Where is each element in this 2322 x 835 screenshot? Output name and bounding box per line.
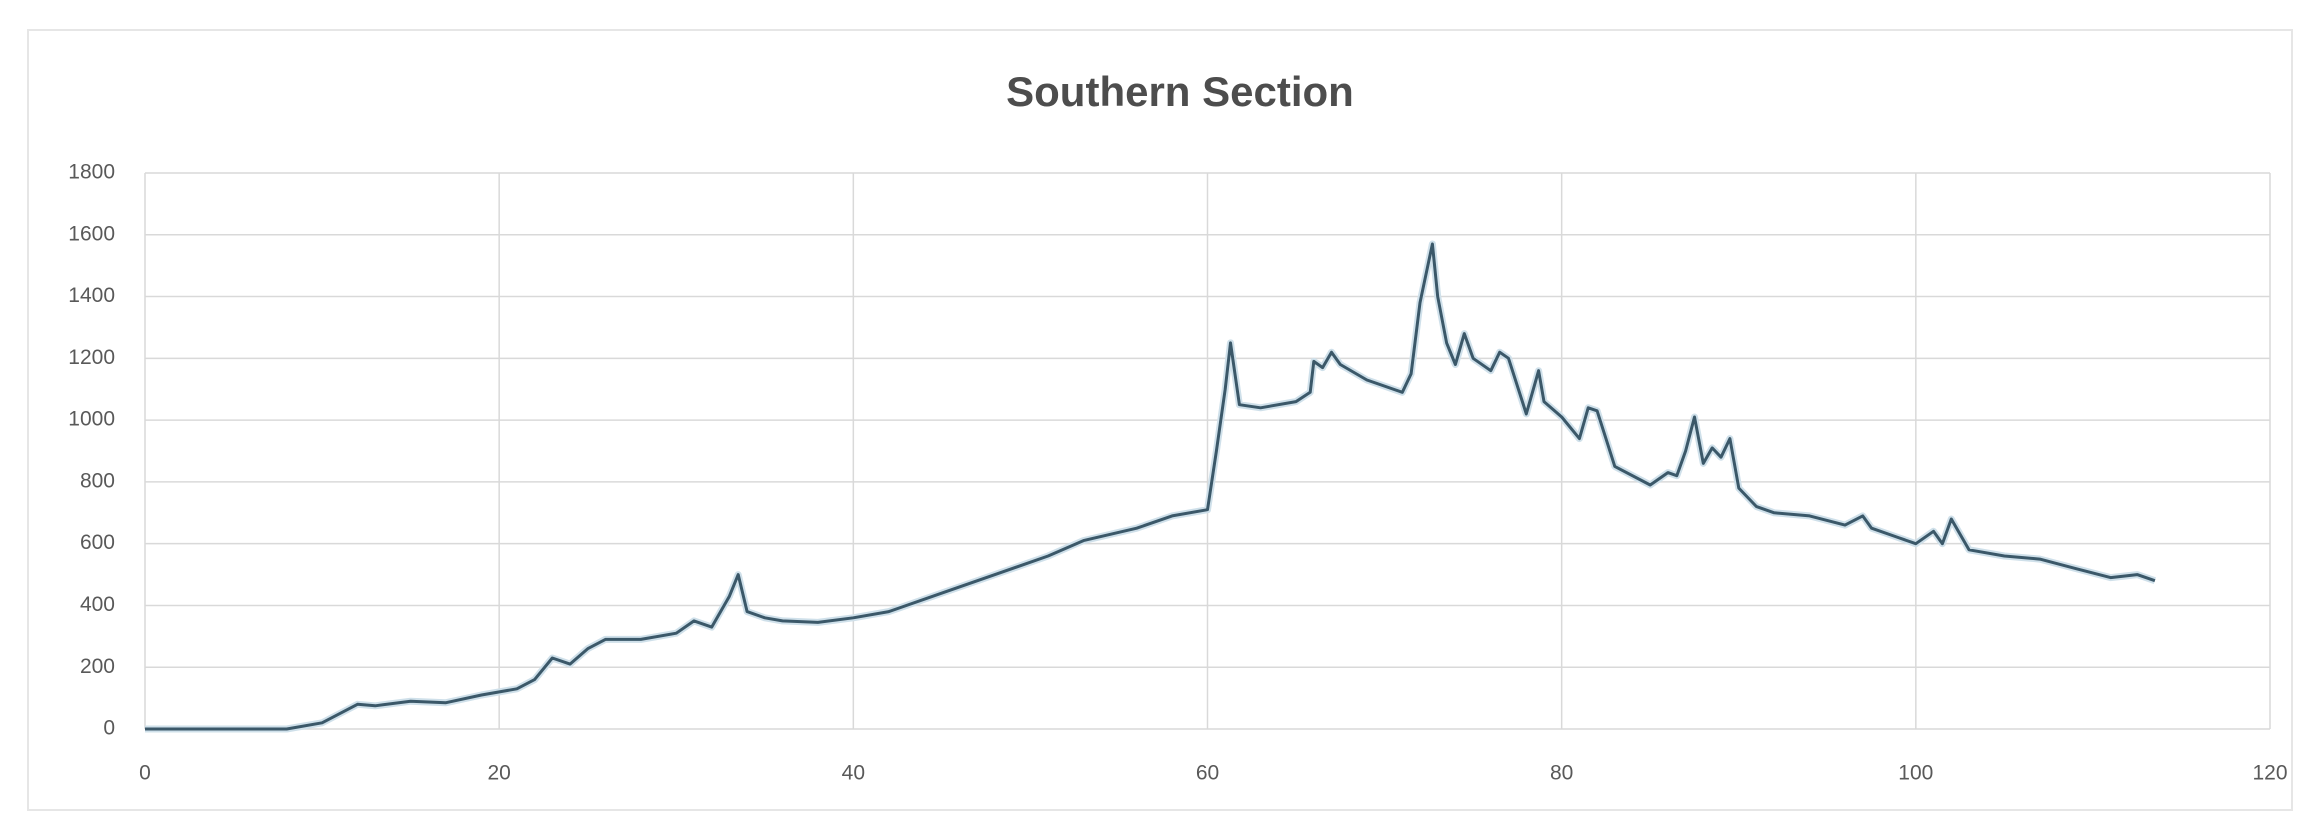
x-tick-label: 120 — [2252, 762, 2287, 785]
y-tick-label: 200 — [80, 655, 115, 678]
chart-title: Southern Section — [1006, 68, 1354, 115]
y-tick-label: 600 — [80, 531, 115, 554]
y-tick-label: 1000 — [68, 408, 115, 431]
y-tick-label: 1200 — [68, 346, 115, 369]
x-tick-label: 80 — [1550, 762, 1573, 785]
y-tick-label: 1600 — [68, 222, 115, 245]
x-tick-label: 40 — [842, 762, 865, 785]
x-tick-label: 60 — [1196, 762, 1219, 785]
x-tick-label: 0 — [139, 762, 151, 785]
y-tick-label: 1400 — [68, 284, 115, 307]
y-tick-label: 800 — [80, 469, 115, 492]
x-tick-label: 20 — [487, 762, 510, 785]
y-tick-label: 400 — [80, 593, 115, 616]
y-tick-label: 0 — [103, 717, 115, 740]
y-tick-label: 1800 — [68, 161, 115, 184]
data-line — [145, 242, 2156, 731]
x-tick-label: 100 — [1898, 762, 1933, 785]
